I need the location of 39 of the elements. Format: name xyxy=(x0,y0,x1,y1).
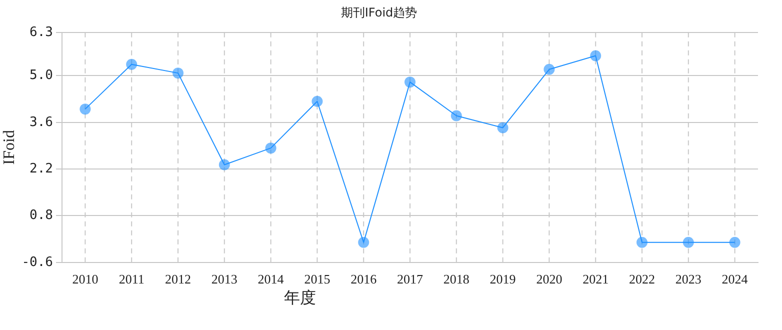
x-tick-label: 2015 xyxy=(304,272,330,287)
point xyxy=(265,142,276,154)
x-tick-label: 2020 xyxy=(536,272,562,287)
x-tick-label: 2011 xyxy=(118,272,144,287)
y-tick-label: 5.0 xyxy=(30,68,53,84)
x-tick-label: 2017 xyxy=(397,272,424,287)
x-tick-label: 2018 xyxy=(443,272,470,287)
x-tick-label: 2016 xyxy=(350,272,378,287)
point xyxy=(358,236,370,248)
point xyxy=(636,236,648,248)
point xyxy=(312,96,323,107)
y-tick-label: -0.6 xyxy=(22,254,53,270)
point xyxy=(590,50,602,62)
x-tick-label: 2010 xyxy=(72,272,98,287)
x-tick-label: 2021 xyxy=(582,272,609,287)
x-tick-label: 2019 xyxy=(490,272,516,287)
x-tick-label: 2013 xyxy=(211,272,238,287)
y-tick-label: 6.3 xyxy=(30,24,53,40)
chart-title: 期刊IFoid趋势 xyxy=(340,5,418,20)
point xyxy=(218,159,230,170)
point xyxy=(404,76,416,88)
y-tick-label: 3.6 xyxy=(30,114,53,130)
point xyxy=(497,122,508,134)
point xyxy=(172,68,184,79)
x-tick-label: 2014 xyxy=(258,272,284,287)
x-tick-label: 2024 xyxy=(722,272,748,287)
x-tick-label: 2012 xyxy=(165,272,191,287)
y-axis-title: IFoid xyxy=(0,130,18,165)
point xyxy=(450,110,462,122)
point xyxy=(126,58,138,70)
y-tick-label: 2.2 xyxy=(30,161,53,176)
point xyxy=(729,236,740,248)
x-axis-title: 年度 xyxy=(283,288,317,309)
point xyxy=(80,104,91,115)
x-tick-label: 2022 xyxy=(629,272,655,287)
point xyxy=(682,236,694,248)
x-tick-label: 2023 xyxy=(675,272,702,287)
point xyxy=(544,64,555,75)
y-tick-label: 0.8 xyxy=(30,208,53,224)
